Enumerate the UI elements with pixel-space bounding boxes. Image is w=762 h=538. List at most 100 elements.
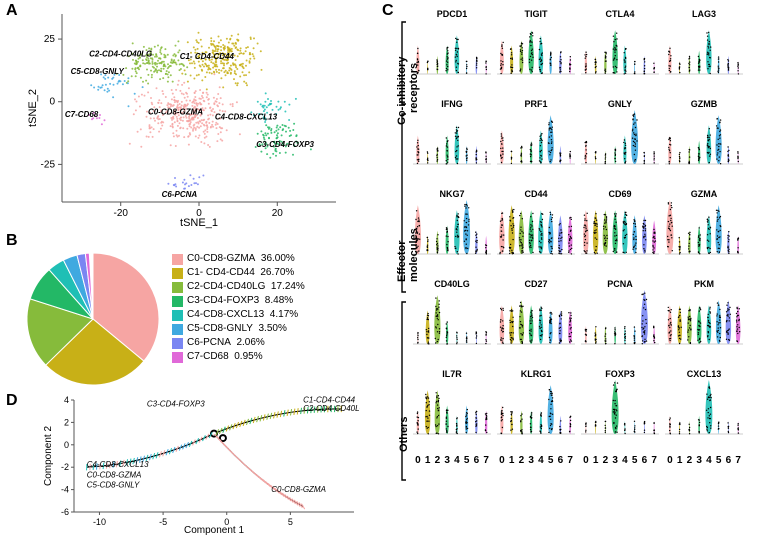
legend-swatch-C1 xyxy=(172,268,183,279)
violin-CD40LG: CD40LG xyxy=(410,276,494,365)
svg-text:2: 2 xyxy=(64,417,69,427)
svg-text:CTLA4: CTLA4 xyxy=(606,9,635,19)
violin-PRF1: PRF1 xyxy=(494,96,578,185)
svg-text:tSNE_2: tSNE_2 xyxy=(27,89,39,127)
violin-GNLY: GNLY xyxy=(578,96,662,185)
svg-text:C4-CD8-CXCL13: C4-CD8-CXCL13 xyxy=(87,460,149,469)
svg-text:C5-CD8-GNLY: C5-CD8-GNLY xyxy=(87,480,140,489)
svg-text:-4: -4 xyxy=(61,485,69,495)
svg-text:FOXP3: FOXP3 xyxy=(605,369,635,379)
legend-row-C1: C1- CD4-CD44 26.70% xyxy=(172,266,305,280)
violin-KLRG1: KLRG101234567 xyxy=(494,366,578,466)
legend-label-C0: C0-CD8-GZMA 36.00% xyxy=(187,252,295,266)
violin-CXCL13: CXCL1301234567 xyxy=(662,366,746,466)
svg-text:-10: -10 xyxy=(93,517,106,527)
violin-CTLA4: CTLA4 xyxy=(578,6,662,95)
violin-IFNG: IFNG xyxy=(410,96,494,185)
violin-FOXP3: FOXP301234567 xyxy=(578,366,662,466)
violin-grid: PDCD1 TIGIT CTLA4 LAG3 IFNG PRF1 GNLY GZMB NKG7 C… xyxy=(410,6,756,468)
group-brackets xyxy=(400,14,408,494)
legend-label-C5: C5-CD8-GNLY 3.50% xyxy=(187,322,287,336)
pie-chart xyxy=(18,244,168,394)
legend-row-C2: C2-CD4-CD40LG 17.24% xyxy=(172,280,305,294)
figure-root: A B C D -20 0 20 -25 0 2 5 tSNE_1 tSNE_2 C0-CD8-G… xyxy=(0,0,762,538)
legend-label-C7: C7-CD68 0.95% xyxy=(187,350,263,364)
svg-text:-2: -2 xyxy=(61,462,69,472)
violin-CD69: CD69 xyxy=(578,186,662,275)
svg-text:PKM: PKM xyxy=(694,279,714,289)
legend-row-C5: C5-CD8-GNLY 3.50% xyxy=(172,322,305,336)
legend-swatch-C3 xyxy=(172,296,183,307)
svg-text:C2-CD4-CD40LG: C2-CD4-CD40LG xyxy=(303,404,360,413)
svg-text:IFNG: IFNG xyxy=(441,99,463,109)
svg-text:C6-PCNA: C6-PCNA xyxy=(162,190,198,199)
svg-text:-25: -25 xyxy=(41,159,56,170)
svg-text:-6: -6 xyxy=(61,507,69,517)
legend-swatch-C7 xyxy=(172,352,183,363)
svg-text:-20: -20 xyxy=(113,208,128,219)
svg-text:CD69: CD69 xyxy=(608,189,631,199)
svg-text:TIGIT: TIGIT xyxy=(525,9,548,19)
svg-text:CD40LG: CD40LG xyxy=(434,279,470,289)
violin-PCNA: PCNA xyxy=(578,276,662,365)
tsne-plot: -20020-25025tSNE_1tSNE_2C0-CD8-GZMAC1- C… xyxy=(24,8,344,230)
pie-legend: C0-CD8-GZMA 36.00% C1- CD4-CD44 26.70% C… xyxy=(172,252,305,364)
legend-swatch-C2 xyxy=(172,282,183,293)
legend-label-C6: C6-PCNA 2.06% xyxy=(187,336,265,350)
legend-swatch-C4 xyxy=(172,310,183,321)
svg-text:0: 0 xyxy=(64,440,69,450)
violin-PKM: PKM xyxy=(662,276,746,365)
violin-TIGIT: TIGIT xyxy=(494,6,578,95)
panel-label-c: C xyxy=(382,2,394,20)
svg-text:GNLY: GNLY xyxy=(608,99,632,109)
svg-text:GZMB: GZMB xyxy=(691,99,718,109)
svg-text:PDCD1: PDCD1 xyxy=(437,9,468,19)
svg-text:20: 20 xyxy=(272,208,284,219)
svg-text:C1- CD4-CD44: C1- CD4-CD44 xyxy=(180,52,235,61)
legend-label-C1: C1- CD4-CD44 26.70% xyxy=(187,266,294,280)
svg-text:C3-CD4-FOXP3: C3-CD4-FOXP3 xyxy=(256,140,314,149)
svg-text:4: 4 xyxy=(64,396,69,405)
legend-swatch-C5 xyxy=(172,324,183,335)
svg-text:5: 5 xyxy=(288,517,293,527)
svg-text:GZMA: GZMA xyxy=(691,189,718,199)
svg-text:C4-CD8-CXCL13: C4-CD8-CXCL13 xyxy=(215,112,278,121)
svg-text:Component 2: Component 2 xyxy=(43,426,54,486)
row-label-co-2: receptors xyxy=(408,63,420,113)
svg-text:C0-CD8-GZMA: C0-CD8-GZMA xyxy=(87,470,142,479)
violin-IL7R: IL7R01234567 xyxy=(410,366,494,466)
legend-label-C3: C3-CD4-FOXP3 8.48% xyxy=(187,294,293,308)
svg-text:CXCL13: CXCL13 xyxy=(687,369,722,379)
legend-swatch-C6 xyxy=(172,338,183,349)
svg-text:PRF1: PRF1 xyxy=(524,99,547,109)
svg-text:NKG7: NKG7 xyxy=(439,189,464,199)
svg-text:C7-CD68: C7-CD68 xyxy=(65,110,99,119)
legend-row-C4: C4-CD8-CXCL13 4.17% xyxy=(172,308,305,322)
svg-text:tSNE_1: tSNE_1 xyxy=(180,217,218,229)
svg-text:IL7R: IL7R xyxy=(442,369,462,379)
violin-CD27: CD27 xyxy=(494,276,578,365)
legend-swatch-C0 xyxy=(172,254,183,265)
svg-text:CD44: CD44 xyxy=(524,189,547,199)
legend-row-C0: C0-CD8-GZMA 36.00% xyxy=(172,252,305,266)
legend-row-C7: C7-CD68 0.95% xyxy=(172,350,305,364)
panel-label-d: D xyxy=(6,392,18,410)
legend-label-C4: C4-CD8-CXCL13 4.17% xyxy=(187,308,298,322)
svg-text:LAG3: LAG3 xyxy=(692,9,716,19)
panel-label-b: B xyxy=(6,232,18,250)
panel-label-a: A xyxy=(6,2,18,20)
row-label-eff-2: molecules xyxy=(408,228,420,282)
svg-text:0: 0 xyxy=(49,97,55,108)
svg-text:Component 1: Component 1 xyxy=(184,525,244,536)
legend-row-C6: C6-PCNA 2.06% xyxy=(172,336,305,350)
violin-LAG3: LAG3 xyxy=(662,6,746,95)
svg-text:PCNA: PCNA xyxy=(607,279,633,289)
svg-text:KLRG1: KLRG1 xyxy=(521,369,552,379)
svg-text:CD27: CD27 xyxy=(524,279,547,289)
svg-text:C0-CD8-GZMA: C0-CD8-GZMA xyxy=(148,107,203,116)
svg-text:C0-CD8-GZMA: C0-CD8-GZMA xyxy=(271,485,326,494)
violin-GZMB: GZMB xyxy=(662,96,746,185)
trajectory-plot: -10-505-6-4-2024Component 1Component 2C3… xyxy=(40,396,360,536)
violin-PDCD1: PDCD1 xyxy=(410,6,494,95)
svg-text:C1-CD4-CD44: C1-CD4-CD44 xyxy=(303,396,356,404)
